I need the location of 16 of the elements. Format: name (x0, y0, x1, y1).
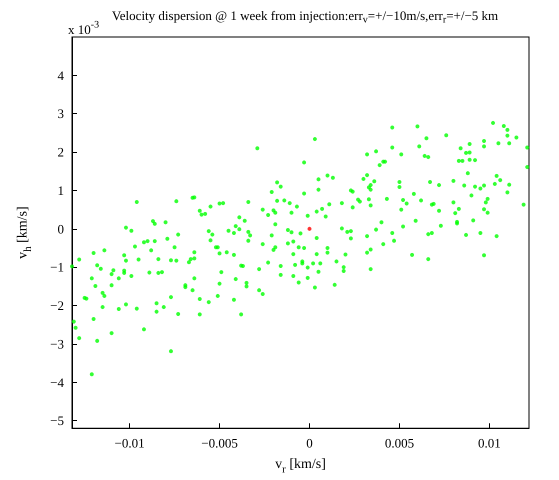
y-tick-label: −5 (50, 413, 64, 428)
y-tick-label: −4 (50, 374, 64, 390)
x-tick-label: 0.005 (384, 435, 414, 450)
x-tick-label: 0 (306, 435, 313, 450)
x-tick-label: 0.01 (478, 435, 501, 450)
y-tick-label: 1 (58, 182, 64, 198)
y-tick-label: 3 (58, 106, 64, 122)
y-tick-label: 4 (58, 68, 64, 83)
y-tick-label: −2 (50, 298, 64, 314)
y-tick-label: −1 (50, 260, 64, 275)
y-axis-title: vh [km/s] (16, 206, 34, 259)
y-tick-label: −3 (50, 336, 64, 352)
x-tick-label: −0.01 (114, 435, 145, 450)
y-tick-label: 2 (58, 144, 64, 160)
x-tick-label: −0.005 (201, 435, 238, 450)
y-tick-label: 0 (58, 221, 64, 236)
